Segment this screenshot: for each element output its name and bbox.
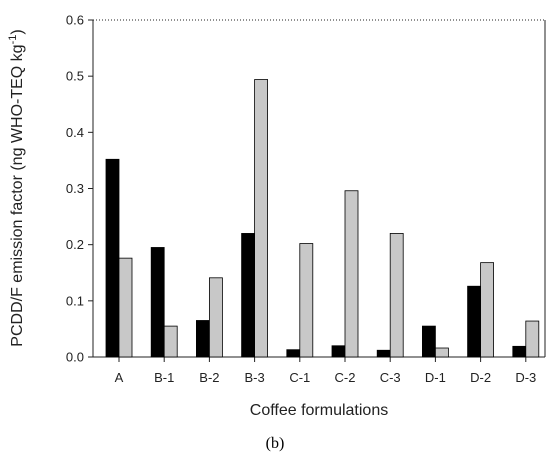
bar-C-2-series-2 [344,190,359,358]
bar-C-3-series-1 [376,349,391,358]
bar-D-2-series-1 [467,285,482,358]
x-axis-title: Coffee formulations [250,402,388,419]
bar-C-2-series-1 [331,345,346,358]
bar-D-3-series-2 [525,320,540,358]
bars [105,79,540,358]
bar-B-3-series-1 [241,233,256,358]
y-tick-label: 0.0 [66,350,84,365]
x-tick-label: D-2 [470,370,491,385]
bar-B-3-series-2 [254,79,269,358]
bar-A-series-1 [105,158,120,358]
x-tick-label: C-2 [335,370,356,385]
bar-D-2-series-2 [480,262,495,358]
y-ticks: 0.0 0.1 0.2 0.3 0.4 0.5 0.6 [66,13,93,365]
y-tick-label: 0.4 [66,125,84,140]
y-tick-label: 0.6 [66,13,84,28]
y-tick-label: 0.1 [66,293,84,308]
y-tick-label: 0.5 [66,69,84,84]
x-tick-label: D-3 [515,370,536,385]
bar-B-2-series-1 [195,320,210,358]
bar-B-2-series-2 [208,277,223,358]
y-axis-title-close: ) [9,29,26,34]
y-axis-title-sup: -1 [7,35,19,45]
x-tick-label: B-3 [244,370,264,385]
bar-B-1-series-1 [150,247,165,358]
bar-B-1-series-2 [163,325,178,358]
y-axis-title-main: PCDD/F emission factor (ng WHO-TEQ kg [9,44,26,346]
bar-D-1-series-2 [434,347,449,358]
bar-D-1-series-1 [421,325,436,358]
bar-C-1-series-2 [299,243,314,358]
y-tick-label: 0.3 [66,181,84,196]
y-tick-label: 0.2 [66,237,84,252]
x-tick-label: B-1 [154,370,174,385]
x-tick-label: C-3 [380,370,401,385]
bar-C-3-series-2 [389,233,404,358]
bar-D-3-series-1 [512,345,527,358]
x-tick-label: A [115,370,124,385]
x-tick-label: C-1 [289,370,310,385]
x-tick-label: B-2 [199,370,219,385]
bar-C-1-series-1 [286,349,301,358]
bar-A-series-2 [118,257,133,358]
x-ticks: A B-1 B-2 B-3 C-1 C-2 C-3 D-1 D-2 D-3 [115,357,536,385]
y-axis-title: PCDD/F emission factor (ng WHO-TEQ kg-1) [7,29,26,346]
x-tick-label: D-1 [425,370,446,385]
panel-label: (b) [266,435,285,452]
